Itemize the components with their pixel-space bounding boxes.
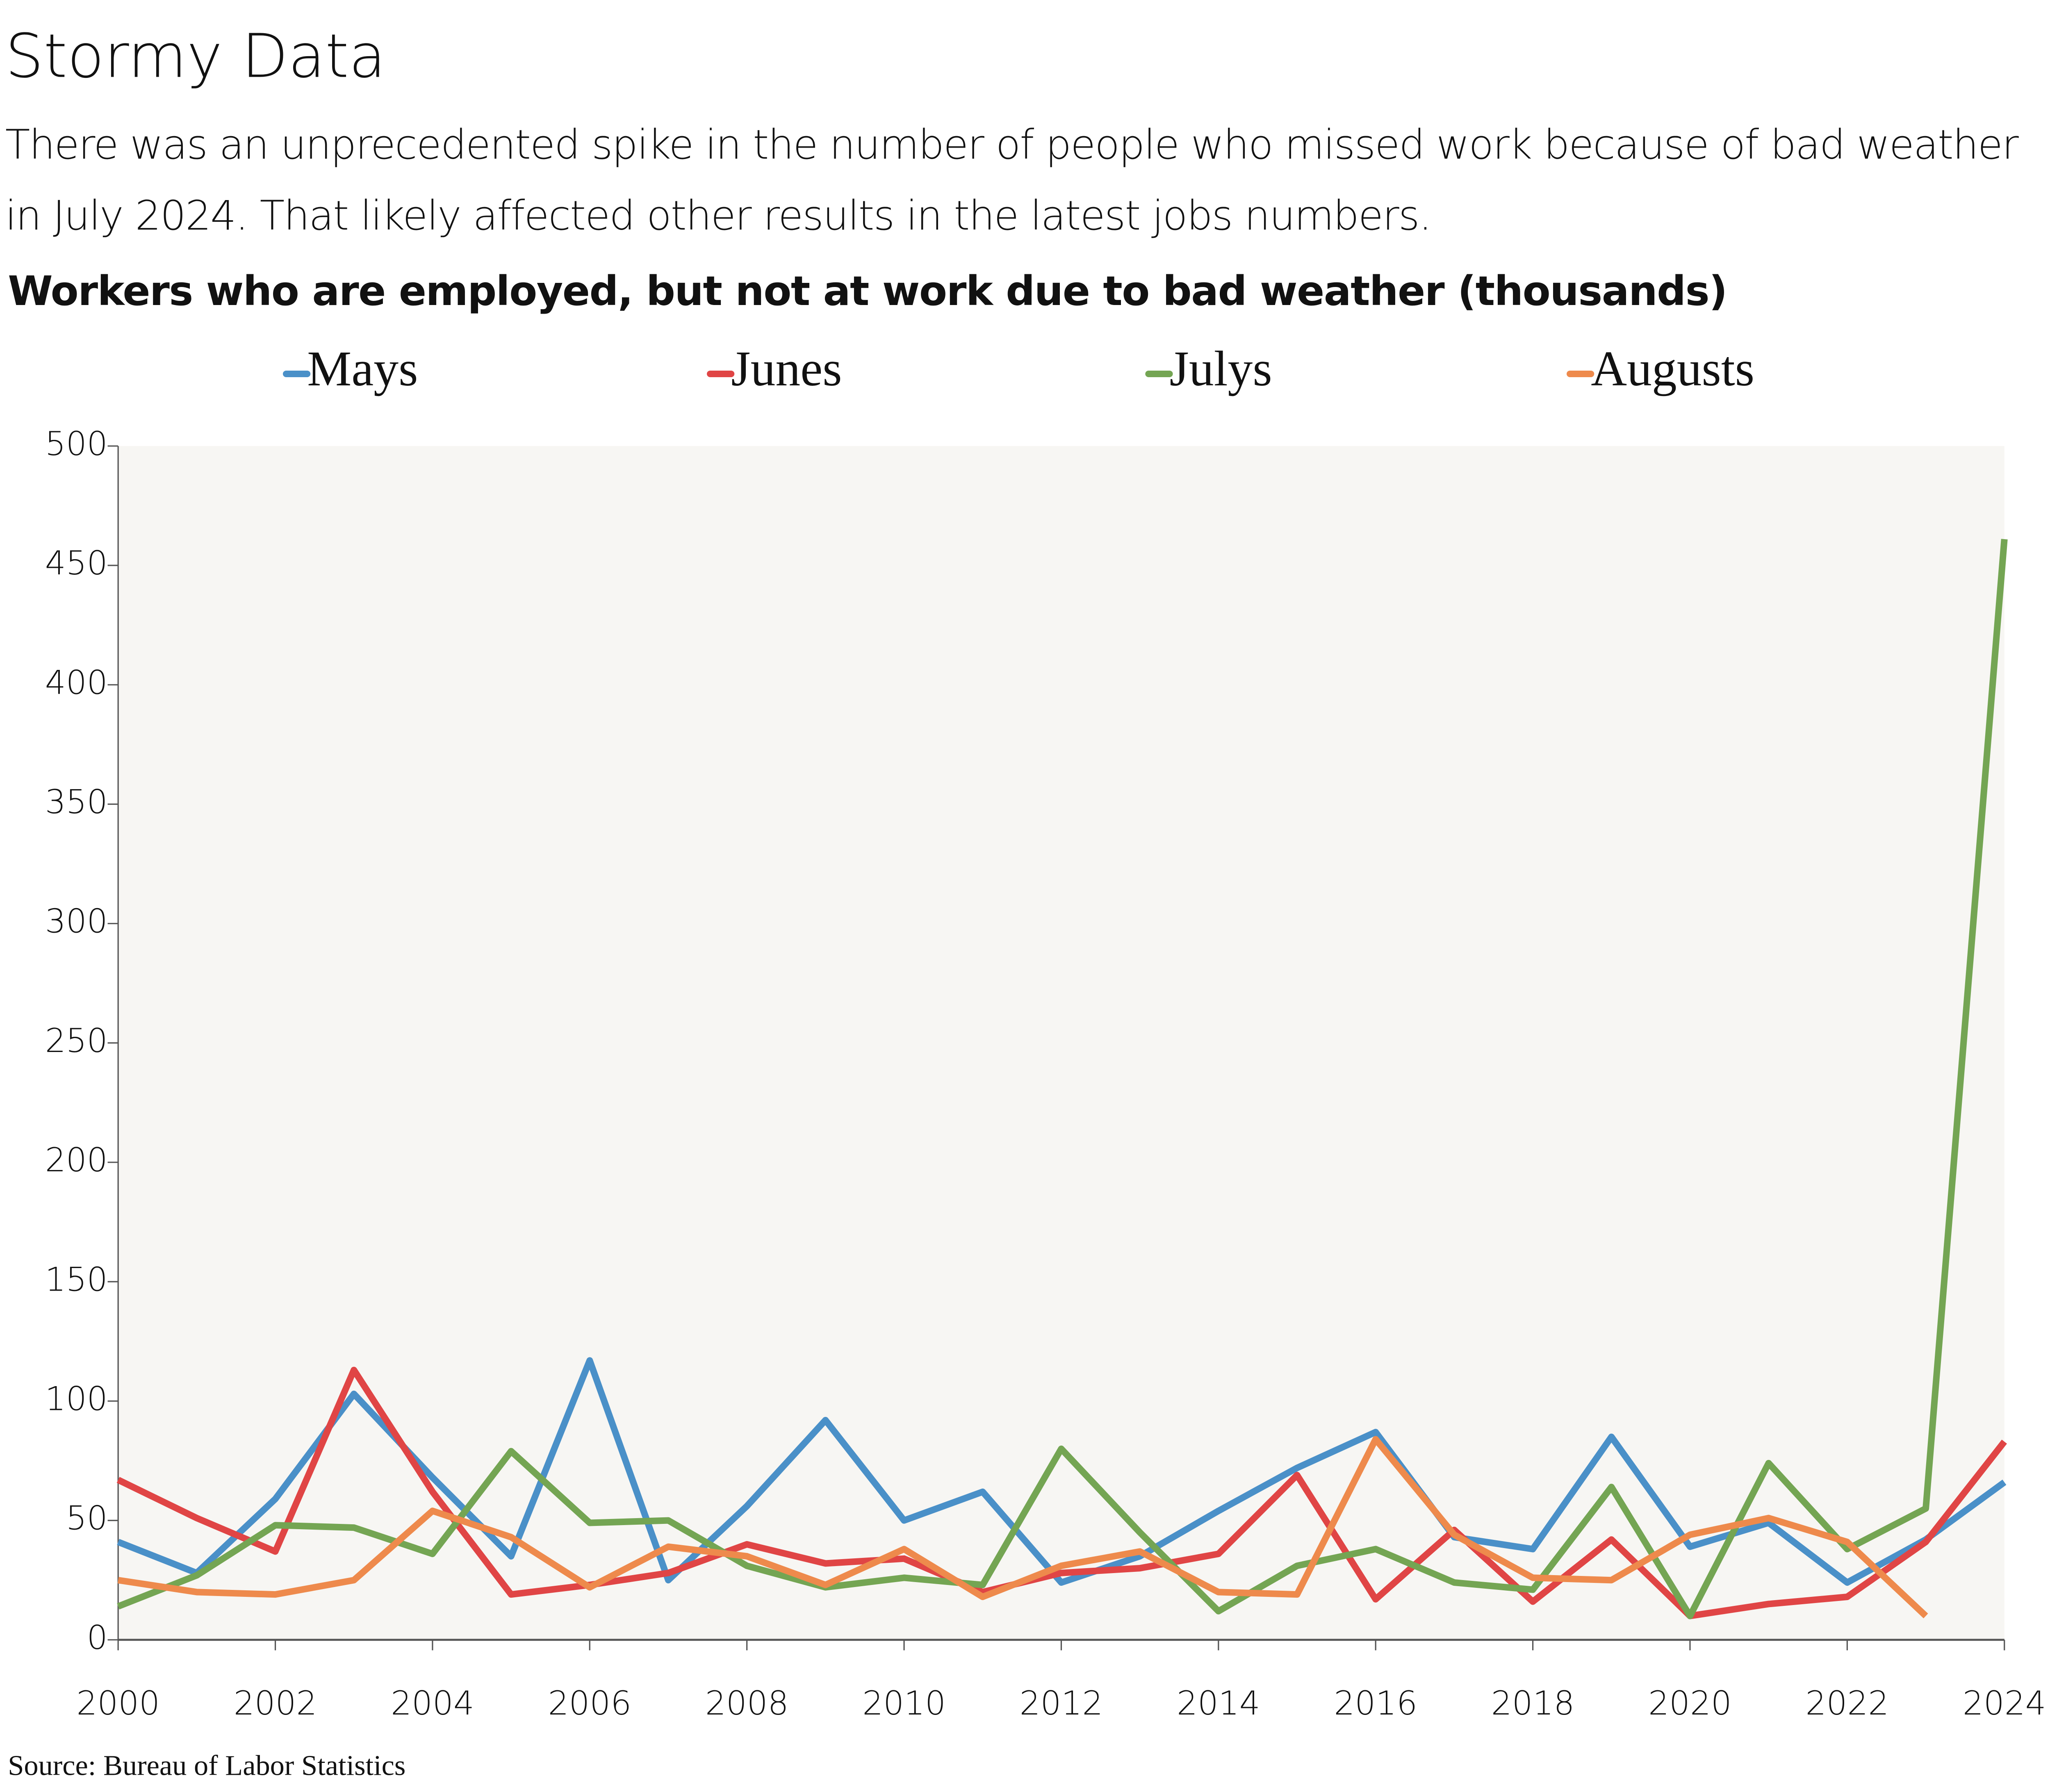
x-tick-label: 2014	[1177, 1684, 1260, 1722]
y-tick-label: 0	[87, 1619, 108, 1657]
y-tick-label: 100	[45, 1380, 108, 1418]
legend-label: Mays	[307, 342, 418, 396]
y-tick-label: 450	[45, 544, 108, 582]
y-tick-label: 150	[45, 1260, 108, 1298]
source: Source: Bureau of Labor Statistics	[8, 1750, 405, 1782]
x-tick-label: 2022	[1806, 1684, 1889, 1722]
x-tick-label: 2004	[391, 1684, 474, 1722]
y-tick-label: 50	[66, 1499, 108, 1537]
y-tick-label: 400	[45, 663, 108, 701]
x-tick-label: 2024	[1963, 1684, 2046, 1722]
subtitle-box: There was an unprecedented spike in the …	[5, 122, 2019, 240]
y-tick-label: 300	[45, 902, 108, 940]
axis-title: Workers who are employed, but not at wor…	[8, 268, 1727, 315]
legend-label: Julys	[1170, 342, 1272, 396]
y-tick-label: 200	[45, 1141, 108, 1179]
y-tick-label: 500	[45, 425, 108, 463]
x-tick-label: 2012	[1020, 1684, 1103, 1722]
legend-label: Junes	[731, 342, 842, 396]
legend-label: Augusts	[1591, 342, 1754, 396]
x-tick-label: 2008	[705, 1684, 789, 1722]
x-tick-label: 2018	[1491, 1684, 1575, 1722]
x-tick-label: 2000	[76, 1684, 160, 1722]
chart-title: Stormy Data	[5, 21, 386, 91]
series-line	[117, 539, 2008, 1619]
plot-area	[118, 446, 2004, 1640]
x-tick-label: 2006	[548, 1684, 631, 1722]
x-tick-label: 2010	[862, 1684, 946, 1722]
subtitle: There was an unprecedented spike in the …	[5, 122, 2019, 240]
y-tick-label: 250	[45, 1022, 108, 1060]
x-tick-label: 2020	[1648, 1684, 1732, 1722]
series-line	[117, 1436, 1928, 1619]
series-line	[117, 1357, 2007, 1586]
x-tick-label: 2016	[1334, 1684, 1417, 1722]
y-tick-label: 350	[45, 783, 108, 821]
x-tick-label: 2002	[234, 1684, 317, 1722]
